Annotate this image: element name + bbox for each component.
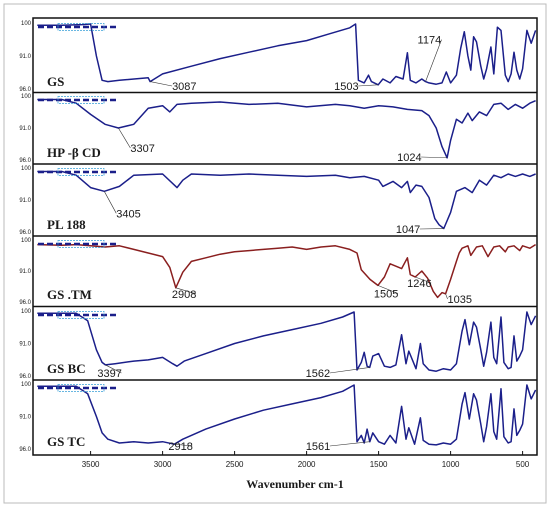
- peak-annotation: 3307: [130, 143, 154, 155]
- peak-annotation: 1174: [418, 35, 442, 47]
- peak-annotation: 1024: [397, 152, 421, 164]
- panel-label: GS BC: [47, 361, 86, 376]
- peak-annotation: 1562: [306, 368, 330, 380]
- x-tick-label: 2500: [226, 460, 244, 469]
- y-tick-label: 91.0: [19, 198, 31, 204]
- annotation-leader: [421, 157, 447, 158]
- y-tick-label: 91.0: [19, 342, 31, 348]
- annotation-leader: [104, 191, 116, 213]
- panel-label: GS .TM: [47, 287, 92, 302]
- y-tick-label: 100: [21, 382, 32, 388]
- peak-annotation: 1503: [334, 81, 358, 93]
- annotation-leader: [330, 367, 370, 373]
- x-axis-label: Wavenumber cm-1: [246, 477, 343, 491]
- y-tick-label: 96.0: [19, 374, 31, 380]
- peak-annotation: 1047: [396, 224, 420, 236]
- y-tick-label: 96.0: [19, 158, 31, 164]
- x-tick-label: 1000: [442, 460, 460, 469]
- y-tick-label: 100: [21, 21, 32, 27]
- x-tick-label: 3500: [82, 460, 100, 469]
- peak-annotation: 3405: [116, 208, 140, 220]
- panel-label: PL 188: [47, 217, 86, 232]
- y-tick-label: 91.0: [19, 126, 31, 132]
- panel-label: HP -β CD: [47, 145, 101, 160]
- annotation-leader: [150, 82, 172, 86]
- y-tick-label: 96.0: [19, 230, 31, 236]
- spectrum-line: [37, 312, 535, 371]
- peak-annotation: 1561: [306, 441, 330, 453]
- panel-label: GS: [47, 74, 64, 89]
- peak-annotation: 1505: [374, 288, 398, 300]
- peak-annotation: 3397: [97, 368, 121, 380]
- figure-border: [4, 4, 546, 503]
- annotation-leader: [358, 85, 378, 86]
- x-tick-label: 500: [516, 460, 530, 469]
- y-tick-label: 96.0: [19, 447, 31, 453]
- y-tick-label: 96.0: [19, 300, 31, 306]
- x-tick-label: 2000: [298, 460, 316, 469]
- y-tick-label: 96.0: [19, 87, 31, 93]
- x-tick-label: 1500: [370, 460, 388, 469]
- annotation-leader: [330, 442, 370, 446]
- panel-label: GS TC: [47, 434, 85, 449]
- y-tick-label: 91.0: [19, 269, 31, 275]
- y-tick-label: 91.0: [19, 54, 31, 60]
- annotation-leader: [118, 128, 130, 148]
- y-tick-label: 100: [21, 94, 32, 100]
- spectrum-line: [37, 24, 535, 85]
- peak-annotation: 2908: [172, 289, 196, 301]
- spectrum-line: [37, 172, 535, 229]
- y-tick-label: 100: [21, 309, 32, 315]
- spectrum-line: [37, 245, 535, 298]
- x-tick-label: 3000: [154, 460, 172, 469]
- peak-annotation: 1246: [407, 278, 431, 290]
- y-tick-label: 100: [21, 238, 32, 244]
- peak-annotation: 3087: [172, 81, 196, 93]
- peak-annotation: 2918: [168, 441, 192, 453]
- peak-annotation: 1035: [448, 294, 472, 306]
- spectrum-line: [37, 100, 535, 158]
- spectrum-line: [37, 385, 535, 445]
- y-tick-label: 100: [21, 166, 32, 172]
- y-tick-label: 91.0: [19, 415, 31, 421]
